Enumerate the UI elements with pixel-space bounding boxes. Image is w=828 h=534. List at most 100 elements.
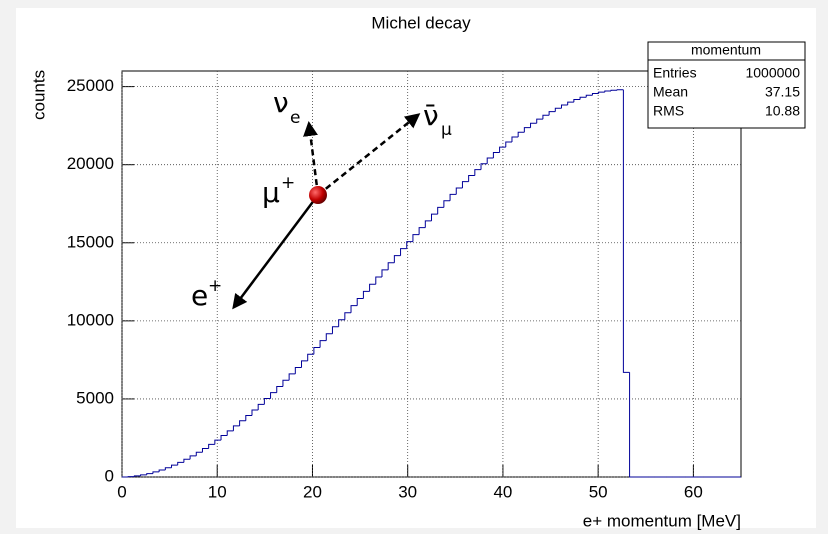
histogram-bin: [319, 340, 327, 348]
histogram-bin: [542, 114, 550, 120]
histogram-bin: [301, 360, 308, 368]
histogram-bin: [579, 96, 587, 100]
stats-key: Entries: [653, 65, 697, 81]
histogram-bin: [375, 276, 382, 285]
y-axis-title: counts: [29, 70, 48, 120]
x-axis-title: e+ momentum [MeV]: [583, 511, 741, 530]
histogram-bin: [443, 200, 451, 208]
histogram-bin: [189, 455, 197, 460]
histogram-bin: [338, 319, 345, 327]
y-tick-label: 5000: [76, 388, 114, 407]
histogram-bin: [511, 136, 519, 143]
plot-frame: [121, 70, 742, 478]
histogram-bin: [530, 122, 537, 128]
histogram-bin: [239, 420, 246, 426]
histogram-bin: [313, 346, 321, 355]
particle-label: e: [191, 279, 208, 312]
histogram-bin: [133, 475, 141, 477]
histogram-bin: [567, 101, 574, 106]
histogram-bin: [214, 439, 222, 445]
histogram-bin: [505, 141, 512, 148]
histogram-bin: [400, 248, 407, 256]
stats-value: 1000000: [745, 65, 800, 81]
particle-label: μ: [262, 176, 280, 209]
x-tick-label: 30: [398, 482, 417, 501]
histogram-bin: [140, 474, 147, 476]
histogram-bin: [536, 118, 543, 124]
particle-superscript: +: [208, 276, 222, 296]
y-tick-label: 25000: [67, 76, 114, 95]
histogram-bin: [344, 312, 352, 320]
histogram-bin: [356, 297, 364, 306]
histogram-bin: [325, 333, 333, 341]
histogram-bin: [480, 163, 488, 170]
histogram-bin: [232, 425, 240, 431]
histogram-bin: [381, 269, 389, 278]
y-tick-label: 20000: [67, 154, 114, 173]
histogram-bin: [245, 414, 252, 421]
histogram-bin: [152, 471, 160, 474]
y-tick-label: 0: [105, 466, 114, 485]
stats-title: momentum: [691, 42, 761, 58]
decay-diagram: ν e ν̄ μ μ + e +: [191, 86, 452, 312]
histogram-bin: [307, 353, 314, 361]
histogram-bin: [331, 326, 339, 334]
histogram-bin: [208, 443, 215, 449]
histogram-bin: [499, 146, 506, 153]
x-tick-label: 40: [493, 482, 512, 501]
histogram-bin: [171, 464, 178, 468]
histogram-bin: [195, 451, 203, 456]
histogram-bin: [412, 234, 420, 242]
x-tick-label: 50: [589, 482, 608, 501]
histogram-bin: [263, 398, 271, 405]
histogram-bin: [282, 379, 290, 387]
histogram-bin: [449, 193, 457, 201]
histogram-bin: [573, 99, 581, 103]
particle-superscript: +: [281, 173, 295, 193]
histogram-bin: [387, 262, 395, 270]
histogram-bin: [629, 372, 636, 478]
histogram-bin: [164, 467, 172, 470]
histogram-bin: [455, 187, 463, 195]
histogram-bin: [294, 366, 302, 374]
x-tick-label: 10: [208, 482, 227, 501]
stats-key: Mean: [653, 84, 688, 100]
histogram-bin: [177, 461, 184, 466]
histogram-bin: [201, 447, 209, 453]
stats-value: 37.15: [765, 84, 800, 100]
histogram-bin: [523, 127, 531, 133]
histogram-bin: [461, 181, 469, 188]
particle-subscript: μ: [441, 120, 452, 140]
histogram-bin: [276, 385, 283, 393]
histogram-bin: [362, 290, 370, 299]
histogram-bin: [369, 283, 376, 292]
histogram-bin: [604, 90, 612, 93]
histogram-bin: [158, 469, 166, 472]
particle-label: ν̄: [423, 99, 439, 132]
histogram-bin: [486, 157, 494, 164]
histogram-bin: [257, 403, 265, 410]
histogram-bin: [226, 430, 234, 436]
histogram-bin: [406, 241, 413, 249]
histogram-bin: [622, 89, 630, 373]
histogram-bin: [418, 227, 426, 235]
histogram-bin: [554, 107, 562, 112]
histogram-bin: [492, 152, 500, 159]
histogram-bin: [431, 213, 438, 221]
histogram-bin: [560, 104, 568, 109]
x-tick-label: 20: [303, 482, 322, 501]
y-tick-label: 15000: [67, 232, 114, 251]
histogram-bin: [517, 131, 525, 138]
particle-subscript: e: [290, 108, 300, 128]
histogram-bin: [146, 473, 153, 475]
x-tick-label: 60: [684, 482, 703, 501]
x-tick-label: 0: [117, 482, 126, 501]
chart-title: Michel decay: [371, 13, 471, 32]
histogram-bin: [468, 175, 475, 182]
histogram-bin: [350, 305, 358, 313]
histogram-bin: [220, 435, 228, 441]
stats-value: 10.88: [765, 103, 800, 119]
histogram-bin: [598, 91, 605, 94]
histogram-bin: [591, 92, 599, 96]
